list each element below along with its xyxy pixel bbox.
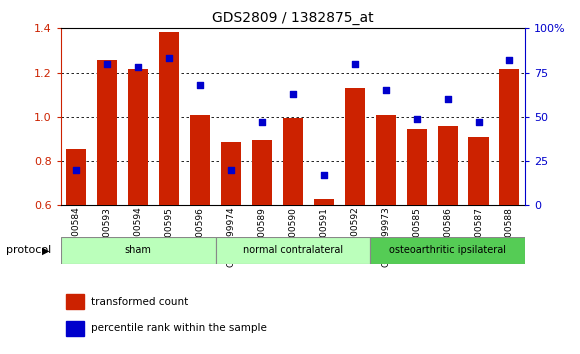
Bar	[66, 321, 84, 336]
Point	[103, 61, 112, 67]
Text: transformed count: transformed count	[91, 297, 188, 307]
Bar	[469, 137, 488, 205]
Text: osteoarthritic ipsilateral: osteoarthritic ipsilateral	[389, 245, 506, 256]
Point	[474, 119, 483, 125]
Point	[443, 96, 452, 102]
Bar	[66, 294, 84, 309]
Text: sham: sham	[125, 245, 152, 256]
Bar	[128, 69, 148, 205]
Bar	[407, 129, 427, 205]
Text: protocol: protocol	[6, 245, 51, 256]
Bar	[190, 115, 210, 205]
Text: ▶: ▶	[42, 245, 49, 256]
Bar	[97, 61, 117, 205]
Text: normal contralateral: normal contralateral	[243, 245, 343, 256]
FancyBboxPatch shape	[370, 237, 525, 264]
Bar	[345, 88, 365, 205]
Point	[195, 82, 205, 88]
Bar	[283, 118, 303, 205]
Point	[133, 64, 143, 70]
Point	[72, 167, 81, 173]
Bar	[66, 149, 86, 205]
Point	[288, 91, 298, 97]
Bar	[221, 142, 241, 205]
Bar	[314, 199, 334, 205]
Bar	[499, 69, 520, 205]
Point	[350, 61, 360, 67]
Point	[412, 116, 421, 121]
Text: GDS2809 / 1382875_at: GDS2809 / 1382875_at	[212, 11, 374, 25]
FancyBboxPatch shape	[61, 237, 216, 264]
Bar	[252, 140, 272, 205]
Point	[319, 172, 328, 178]
Point	[226, 167, 235, 173]
Bar	[437, 126, 458, 205]
Point	[165, 56, 174, 61]
Bar	[159, 32, 179, 205]
Point	[505, 57, 514, 63]
FancyBboxPatch shape	[216, 237, 370, 264]
Point	[381, 87, 390, 93]
Point	[258, 119, 267, 125]
Bar	[376, 115, 396, 205]
Text: percentile rank within the sample: percentile rank within the sample	[91, 323, 267, 333]
